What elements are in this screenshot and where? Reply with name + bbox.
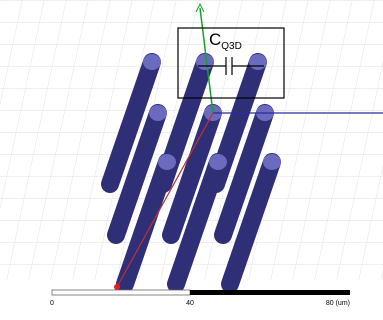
- rod-top: [143, 54, 161, 70]
- viewport: CQ3D 0 40 80 (um): [0, 0, 383, 320]
- rod-top: [209, 154, 227, 170]
- scale-bar-light: [52, 290, 190, 295]
- label-main: C: [209, 30, 221, 49]
- scale-bar-dark: [190, 290, 350, 295]
- rod-top: [158, 154, 176, 170]
- rod-top: [149, 105, 167, 121]
- scale-label: 40: [186, 300, 194, 307]
- rod-top: [263, 154, 281, 170]
- origin-dot: [114, 284, 120, 290]
- scale-label: 0: [50, 300, 54, 307]
- rod-top: [196, 54, 214, 70]
- rod-top: [249, 54, 267, 70]
- label-sub: Q3D: [221, 41, 242, 52]
- scale-label: 80 (um): [326, 300, 350, 307]
